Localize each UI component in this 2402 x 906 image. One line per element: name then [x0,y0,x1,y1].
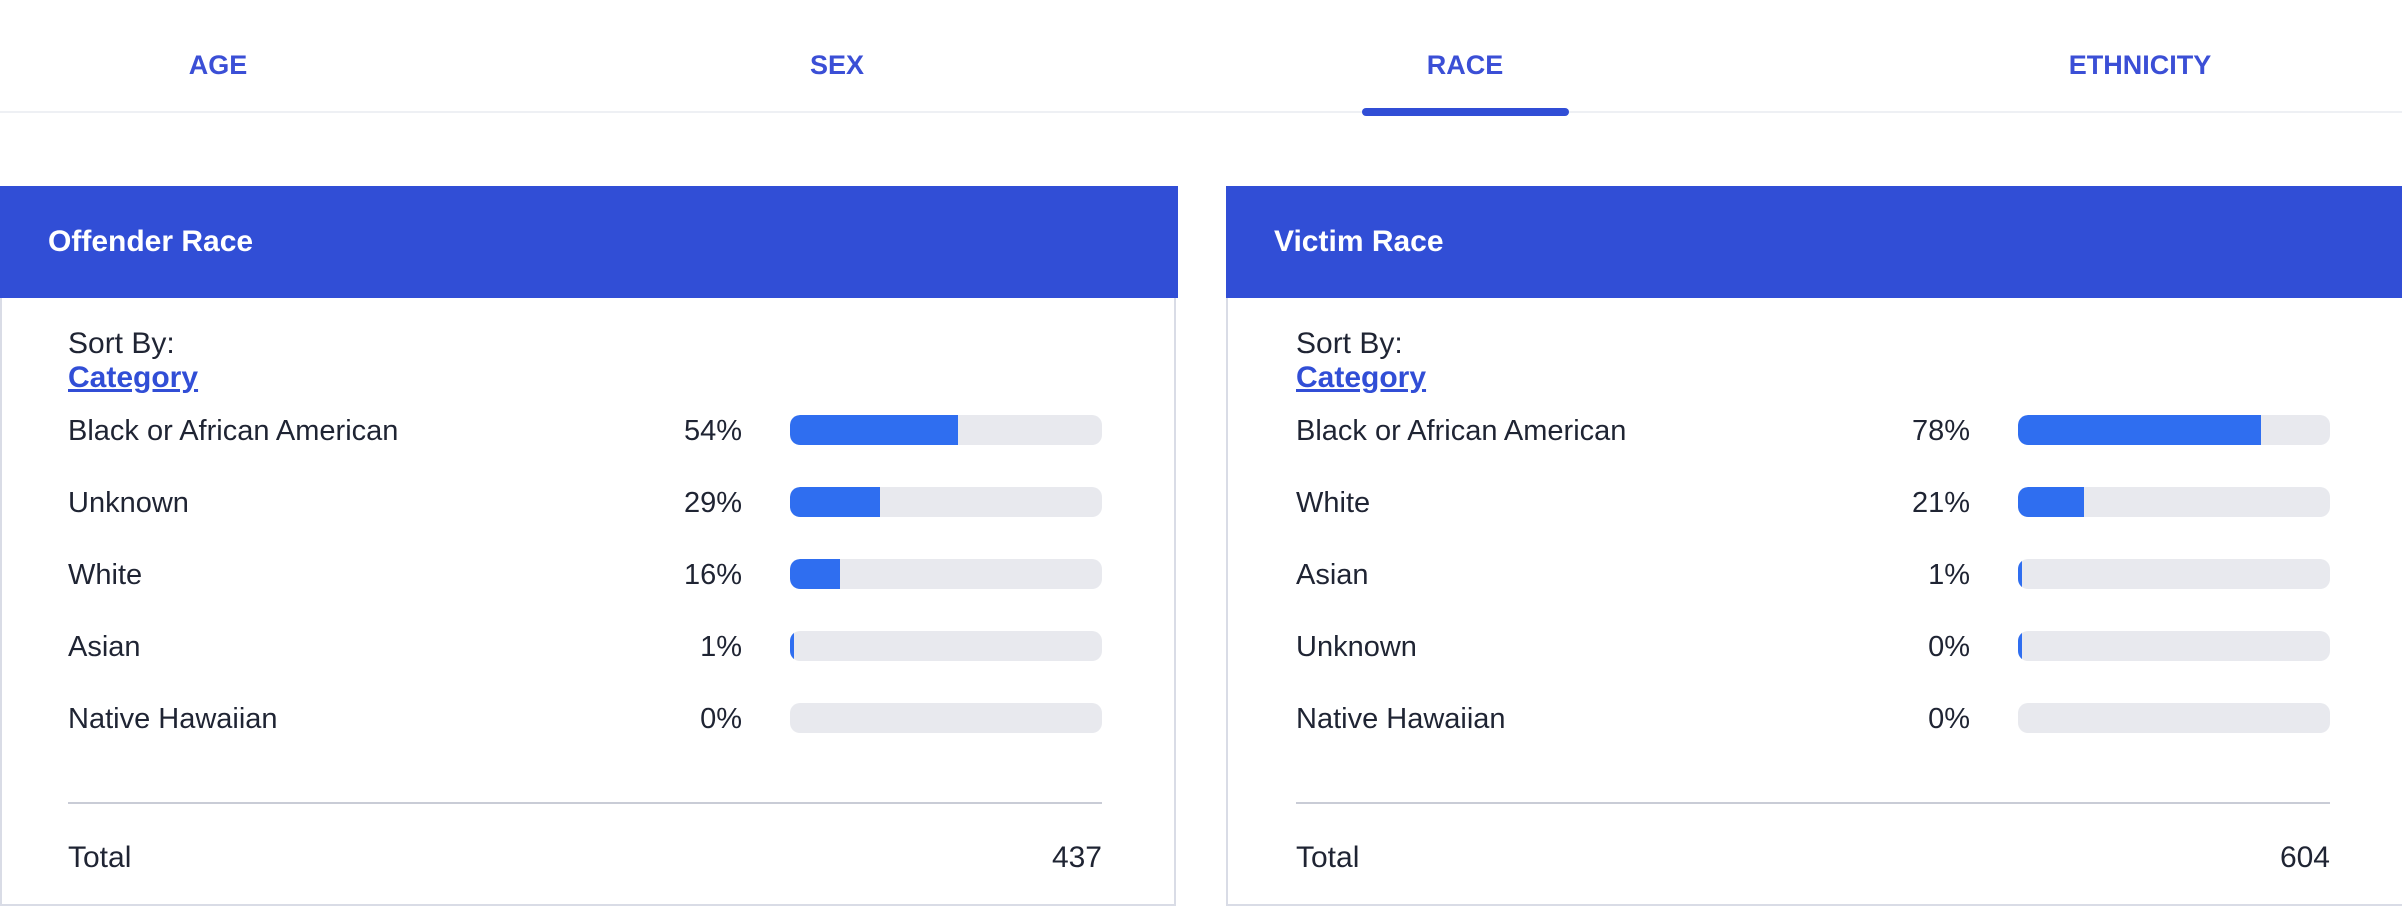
row-label: Native Hawaiian [1296,703,1506,735]
progress-fill [2018,559,2022,589]
row-label: Asian [1296,559,1369,591]
active-tab-indicator [1362,108,1569,116]
row-label: Native Hawaiian [68,703,278,735]
sort-by-label: Sort By: [1296,327,1403,360]
total-value: 437 [1051,841,1102,874]
row-label: White [1296,487,1371,519]
progress-fill [2018,487,2084,517]
progress-track [2018,559,2330,589]
total-label: Total [1296,841,1360,874]
progress-track [2018,415,2330,445]
row-label: Unknown [68,487,189,519]
total-label: Total [68,841,132,874]
sort-by-category-link[interactable]: Category [68,361,199,394]
progress-track [790,415,1102,445]
progress-track [790,703,1102,733]
offender-race-title: Offender Race [0,186,1178,298]
row-percent: 0% [1928,703,1970,735]
row-percent: 21% [1911,487,1970,519]
progress-track [2018,487,2330,517]
tab-race[interactable]: RACE [1426,50,1504,80]
row-percent: 1% [1928,559,1970,591]
victim-race-card: Victim Race [1226,186,2402,906]
progress-fill [790,631,794,661]
tab-sex[interactable]: SEX [809,50,865,80]
row-label: Black or African American [68,415,399,447]
row-percent: 16% [683,559,742,591]
row-percent: 29% [683,487,742,519]
victim-race-title: Victim Race [1226,186,2402,298]
sort-by-category-link[interactable]: Category [1296,361,1427,394]
progress-fill [2018,415,2262,445]
total-value: 604 [2279,841,2330,874]
divider [68,802,1102,804]
sort-by: Sort By: Category [1296,327,1426,395]
tab-age[interactable]: AGE [188,50,248,80]
row-label: Unknown [1296,631,1417,663]
tab-ethnicity[interactable]: ETHNICITY [2068,50,2212,80]
progress-track [2018,631,2330,661]
sort-by: Sort By: Category [68,327,198,395]
progress-track [2018,703,2330,733]
row-percent: 78% [1911,415,1970,447]
progress-fill [790,415,959,445]
progress-track [790,559,1102,589]
progress-fill [790,487,881,517]
tab-bar: AGE SEX RACE ETHNICITY [0,0,2402,116]
divider [1296,802,2330,804]
row-percent: 54% [683,415,742,447]
row-percent: 0% [1928,631,1970,663]
progress-track [790,631,1102,661]
progress-track [790,487,1102,517]
progress-fill [2018,631,2022,661]
row-label: Black or African American [1296,415,1627,447]
offender-race-card: Offender Race [0,186,1178,906]
row-label: Asian [68,631,141,663]
sort-by-label: Sort By: [68,327,175,360]
row-percent: 1% [700,631,742,663]
row-percent: 0% [700,703,742,735]
progress-fill [790,559,840,589]
row-label: White [68,559,143,591]
